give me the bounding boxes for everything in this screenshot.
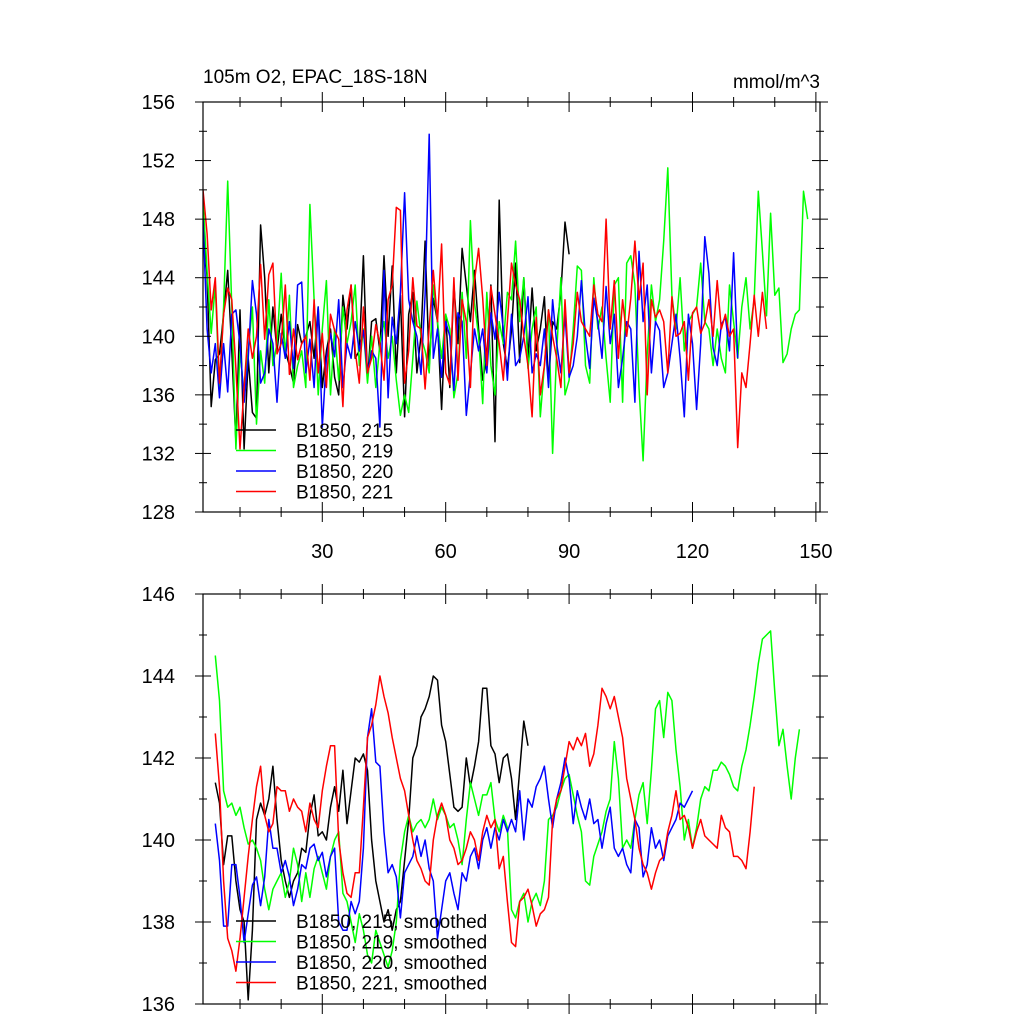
bottom-panel-ticks: 136 138 140 142 144 146 (142, 584, 828, 1016)
x-tick-label: 60 (435, 541, 457, 563)
x-tick-label: 120 (676, 541, 709, 563)
legend-label-b1850-215: B1850, 215 (296, 421, 393, 442)
y-tick-label: 132 (142, 443, 175, 465)
top-panel-series (203, 133, 809, 462)
series-line-b1850-219 (203, 167, 809, 462)
bottom-panel-series (214, 630, 801, 1001)
series-line-b1850-215-smoothed (214, 675, 529, 1001)
series-line-b1850-221 (203, 189, 768, 450)
y-tick-label: 140 (142, 326, 175, 348)
series-line-b1850-220-smoothed (214, 708, 694, 944)
bottom-panel-axes-frame (202, 593, 821, 1005)
legend-label-b1850-215-smoothed: B1850, 215, smoothed (296, 912, 487, 933)
y-tick-label: 148 (142, 209, 175, 231)
y-tick-label: 136 (142, 994, 175, 1016)
top-panel-ticks: 128 132 136 140 144 148 152 156 30 60 90 120 150 (142, 92, 833, 563)
top-panel-axes-frame (202, 101, 821, 513)
y-tick-label: 152 (142, 151, 175, 173)
legend-label-b1850-221: B1850, 221 (296, 483, 393, 504)
legend-label-b1850-220: B1850, 220 (296, 462, 393, 483)
x-tick-label: 90 (558, 541, 580, 563)
y-tick-label: 156 (142, 92, 175, 114)
y-tick-label: 136 (142, 385, 175, 407)
top-panel-units: mmol/m^3 (733, 72, 820, 93)
top-panel: 105m O2, EPAC_18S-18N mmol/m^3 128 132 136… (142, 67, 833, 563)
legend-label-b1850-221-smoothed: B1850, 221, smoothed (296, 974, 487, 995)
y-tick-label: 128 (142, 502, 175, 524)
series-line-b1850-221-smoothed (214, 675, 755, 972)
y-tick-label: 144 (142, 666, 175, 688)
top-panel-title: 105m O2, EPAC_18S-18N (203, 67, 428, 88)
y-tick-label: 144 (142, 268, 175, 290)
legend-label-b1850-220-smoothed: B1850, 220, smoothed (296, 953, 487, 974)
legend-label-b1850-219-smoothed: B1850, 219, smoothed (296, 933, 487, 954)
series-line-b1850-219-smoothed (214, 630, 801, 968)
y-tick-label: 142 (142, 748, 175, 770)
legend-label-b1850-219: B1850, 219 (296, 442, 393, 463)
x-tick-label: 150 (799, 541, 832, 563)
y-tick-label: 138 (142, 912, 175, 934)
x-tick-label: 30 (311, 541, 333, 563)
y-tick-label: 146 (142, 584, 175, 606)
y-tick-label: 140 (142, 830, 175, 852)
